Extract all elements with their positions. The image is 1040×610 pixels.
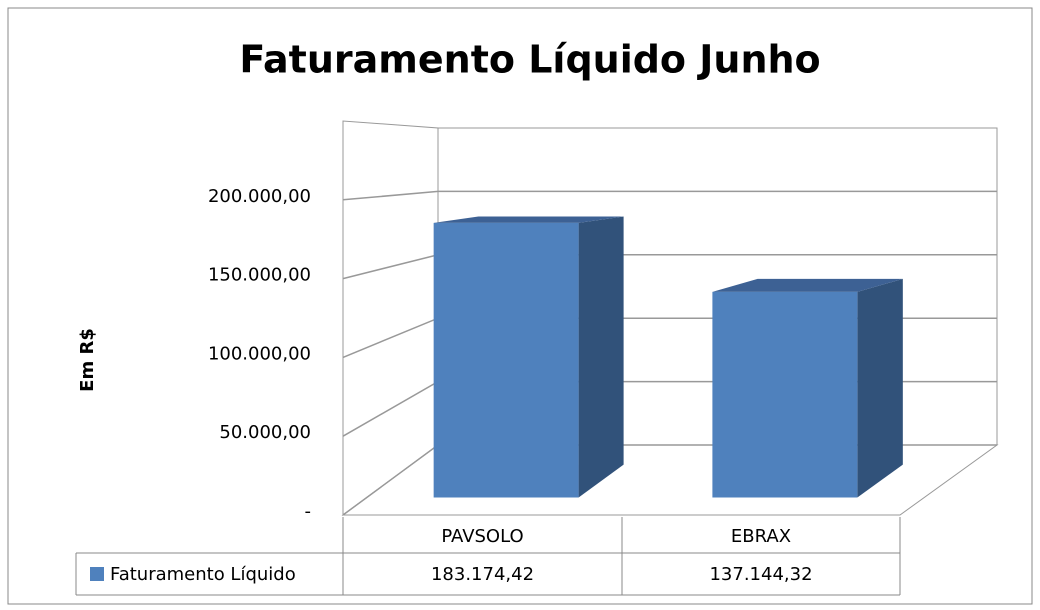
y-tick-label: - xyxy=(305,501,312,522)
bar xyxy=(712,278,903,498)
legend-swatch xyxy=(90,567,104,581)
table-value: 137.144,32 xyxy=(709,564,812,585)
bar-top xyxy=(433,216,624,223)
x-tick-label: EBRAX xyxy=(731,526,791,547)
y-tick-label: 200.000,00 xyxy=(208,186,311,207)
bar-side xyxy=(578,216,624,498)
x-tick-label: PAVSOLO xyxy=(441,526,523,547)
legend-label: Faturamento Líquido xyxy=(110,564,296,585)
grid-line xyxy=(342,190,997,201)
y-tick-label: 150.000,00 xyxy=(208,265,311,286)
y-tick-label: 50.000,00 xyxy=(219,422,311,443)
table-value: 183.174,42 xyxy=(431,564,534,585)
bar-front xyxy=(712,291,858,498)
bar-side xyxy=(857,278,903,498)
y-axis-label: Em R$ xyxy=(77,328,98,392)
chart-title: Faturamento Líquido Junho xyxy=(239,38,820,82)
y-tick-label: 100.000,00 xyxy=(208,343,311,364)
bar-front xyxy=(433,222,579,498)
bar xyxy=(433,216,624,498)
bar-top xyxy=(712,278,903,292)
